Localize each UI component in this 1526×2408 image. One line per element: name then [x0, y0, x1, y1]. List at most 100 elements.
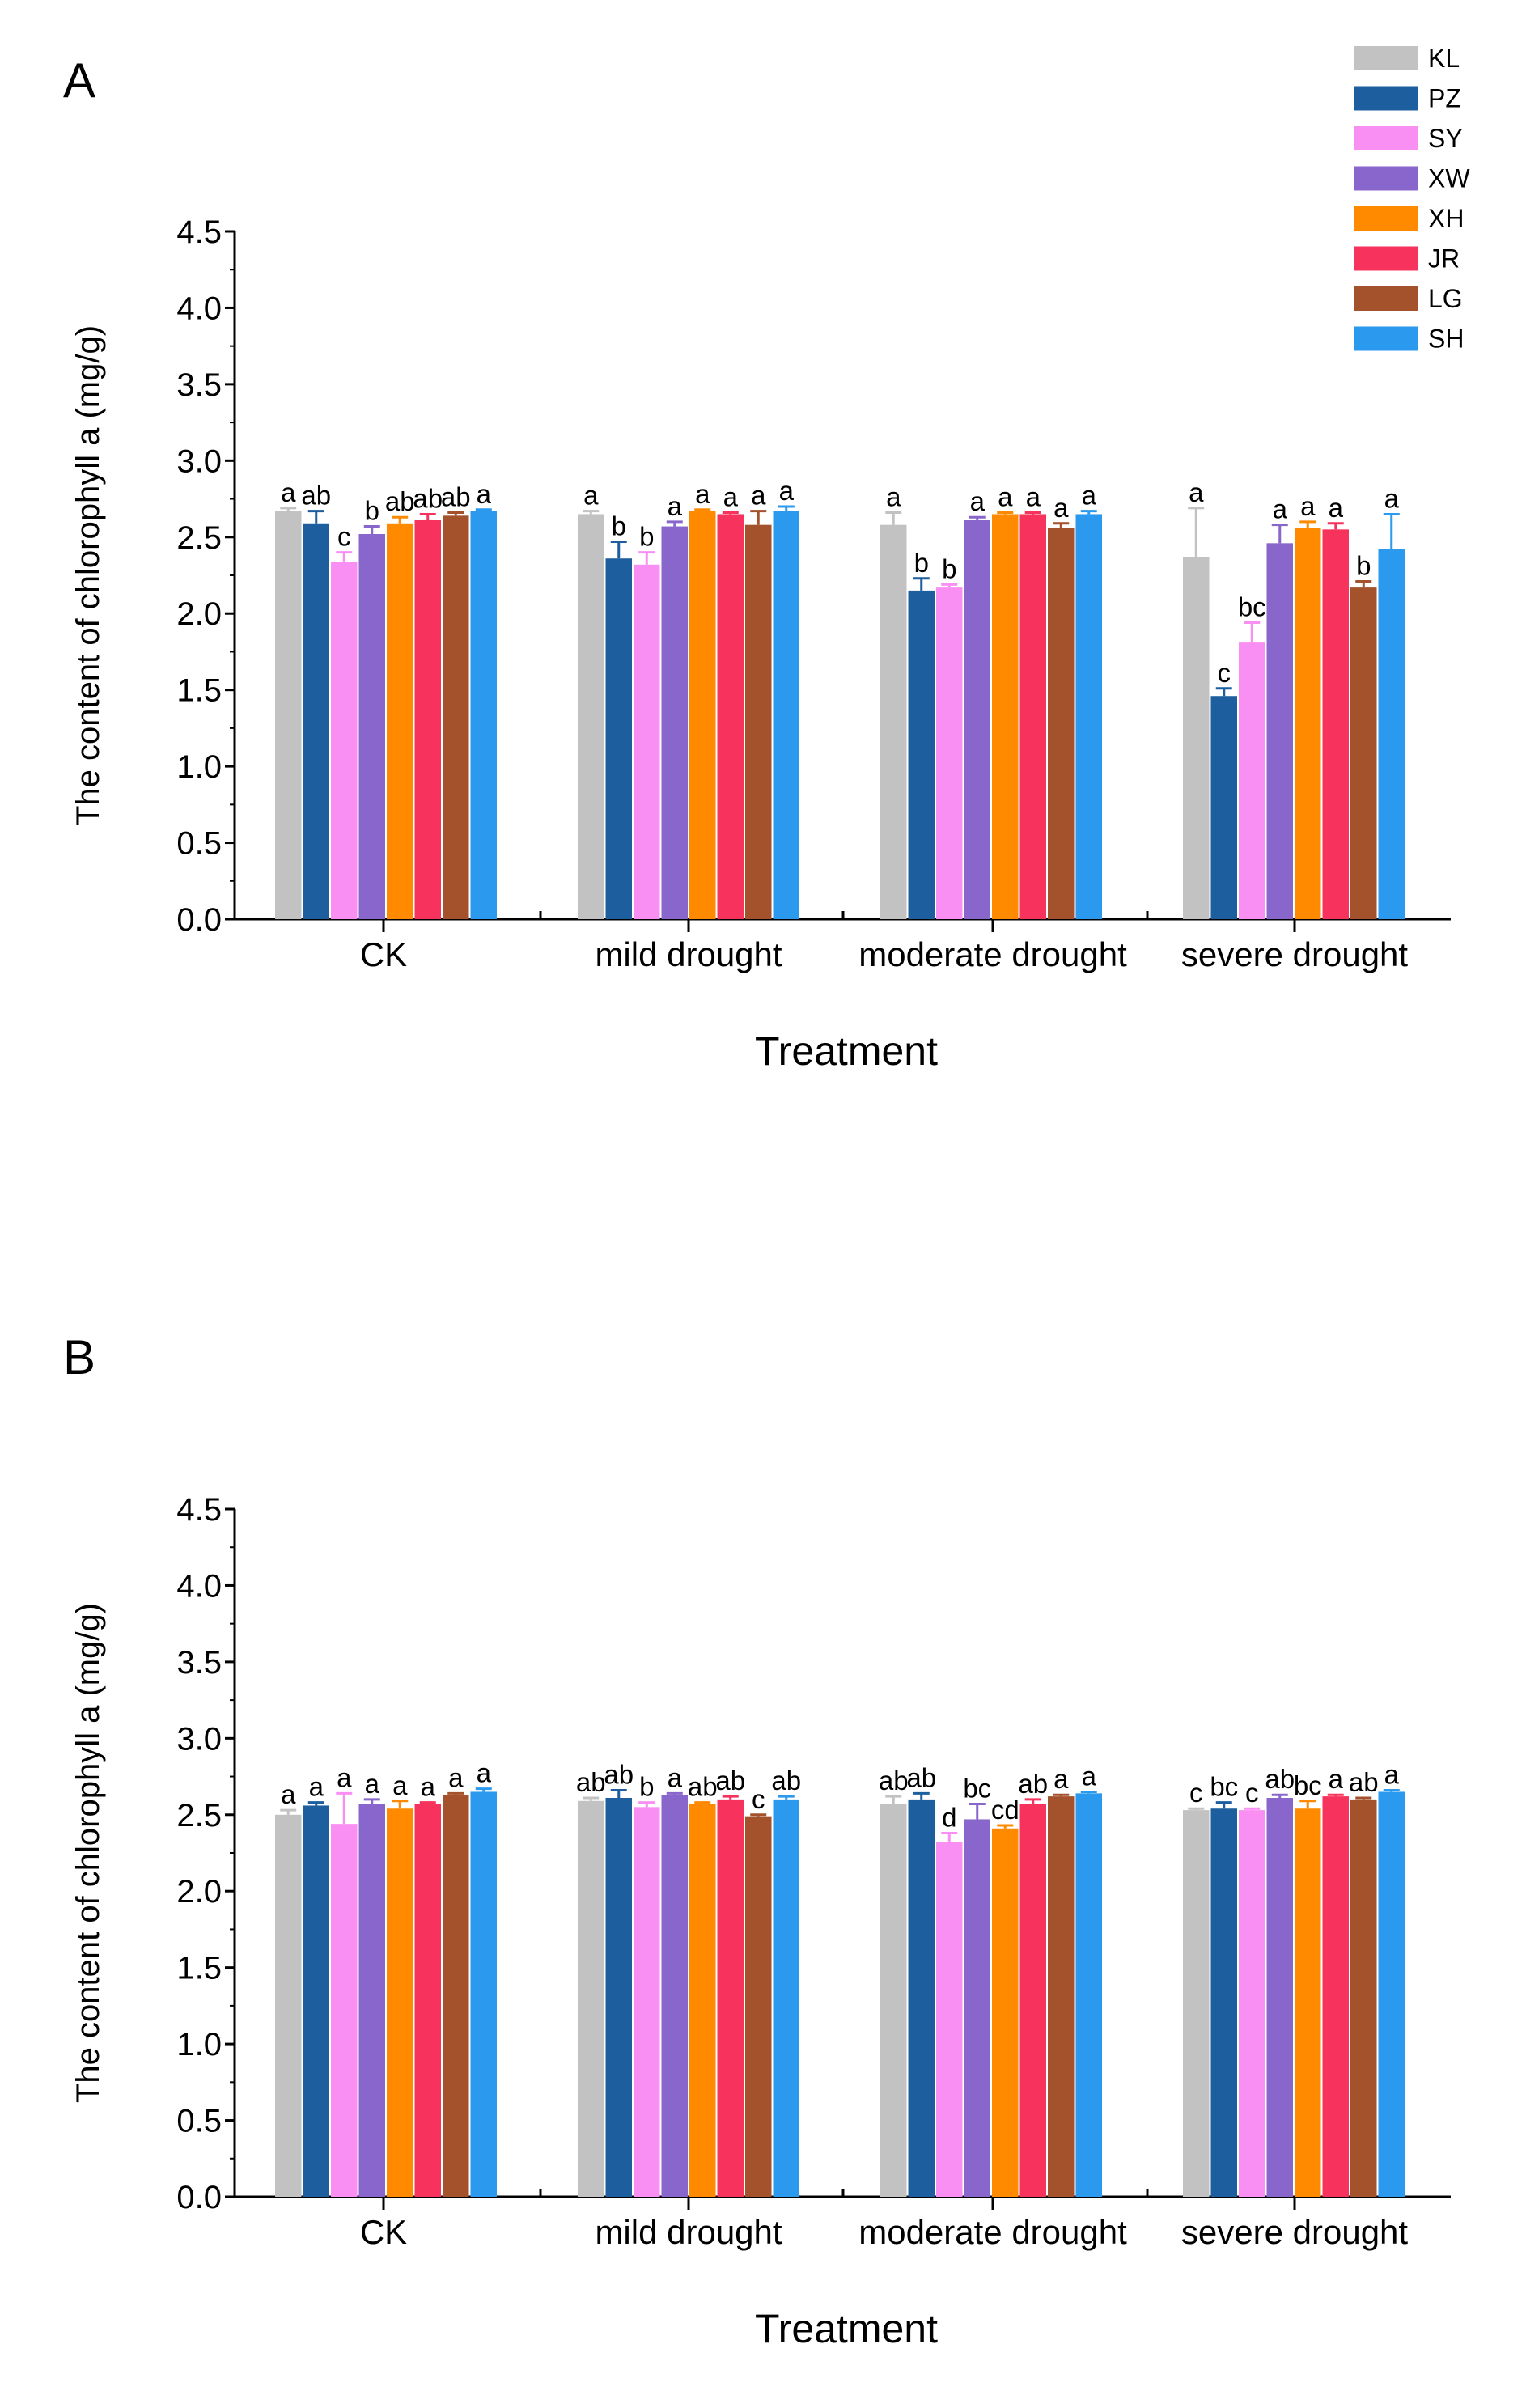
bar-sy-0: [331, 1824, 358, 2197]
bar-pz-1: [605, 1798, 632, 2197]
significance-label: a: [337, 1762, 352, 1792]
y-tick-label: 1.5: [176, 1951, 222, 1986]
significance-label: b: [639, 1772, 654, 1802]
bar-sy-2: [936, 1842, 963, 2197]
bar-xw-2: [964, 1819, 990, 2197]
bar-jr-2: [1019, 514, 1046, 919]
significance-label: a: [1082, 481, 1097, 511]
bar-sy-3: [1239, 1810, 1265, 2197]
bar-sh-1: [773, 1799, 799, 2197]
bar-lg-0: [443, 515, 469, 919]
y-tick-label: 2.0: [176, 596, 222, 632]
significance-label: b: [1356, 551, 1371, 581]
significance-label: a: [392, 1770, 408, 1800]
category-label: severe drought: [1181, 935, 1409, 973]
y-tick-label: 0.0: [176, 902, 222, 938]
legend-label-sh: SH: [1428, 324, 1464, 354]
bar-pz-3: [1210, 696, 1237, 919]
legend-swatch-xw: [1354, 166, 1418, 191]
significance-label: ab: [906, 1762, 936, 1792]
y-tick-label: 3.0: [176, 1721, 222, 1757]
legend-label-sy: SY: [1428, 124, 1463, 153]
bar-xw-0: [358, 1804, 385, 2197]
significance-label: b: [365, 496, 379, 526]
bar-xh-1: [689, 511, 716, 919]
significance-label: ab: [1349, 1767, 1379, 1797]
legend: KL PZ SY XW XH JR LG SH: [1354, 44, 1470, 354]
category-label: moderate drought: [858, 935, 1127, 973]
significance-label: a: [448, 1762, 464, 1792]
bar-sh-3: [1378, 549, 1405, 919]
y-tick-label: 4.0: [176, 290, 222, 326]
bar-kl-1: [578, 514, 604, 919]
significance-label: b: [914, 548, 929, 578]
significance-label: a: [583, 481, 599, 511]
bar-sh-0: [470, 1791, 497, 2197]
bar-lg-2: [1048, 528, 1075, 919]
significance-label: a: [281, 1779, 296, 1809]
bar-pz-1: [605, 558, 632, 919]
y-tick-label: 4.5: [176, 214, 222, 250]
bar-xw-2: [964, 520, 990, 919]
legend-label-xw: XW: [1428, 164, 1470, 193]
significance-label: a: [281, 477, 296, 507]
y-tick-label: 2.5: [176, 1798, 222, 1834]
bar-lg-2: [1048, 1796, 1075, 2197]
legend-swatch-sh: [1354, 326, 1418, 351]
significance-label: a: [723, 482, 739, 512]
significance-label: a: [668, 1762, 683, 1792]
legend-swatch-xh: [1354, 206, 1418, 231]
significance-label: a: [998, 482, 1013, 512]
significance-label: a: [421, 1772, 436, 1802]
x-axis-title: Treatment: [755, 1028, 938, 1074]
y-tick-label: 2.5: [176, 520, 222, 556]
significance-label: b: [612, 511, 626, 541]
y-tick-label: 1.0: [176, 749, 222, 785]
significance-label: ab: [385, 486, 415, 516]
significance-label: a: [309, 1772, 324, 1802]
significance-label: bc: [963, 1774, 991, 1804]
y-tick-label: 4.0: [176, 1568, 222, 1604]
y-tick-label: 4.5: [176, 1492, 222, 1528]
bar-sh-0: [470, 511, 497, 919]
category-label: mild drought: [595, 2213, 782, 2251]
bar-xw-3: [1266, 543, 1293, 919]
significance-label: ab: [715, 1766, 745, 1795]
bar-jr-3: [1322, 529, 1349, 919]
significance-label: c: [1245, 1778, 1259, 1808]
significance-label: b: [639, 522, 654, 552]
legend-swatch-kl: [1354, 46, 1418, 70]
y-tick-label: 3.0: [176, 443, 222, 479]
bar-kl-1: [578, 1800, 604, 2197]
bar-xh-3: [1295, 1808, 1321, 2197]
significance-label: a: [779, 476, 795, 506]
category-label: mild drought: [595, 935, 782, 973]
bar-sh-2: [1075, 514, 1102, 919]
bar-jr-0: [414, 1804, 441, 2197]
bar-kl-0: [275, 1814, 302, 2197]
bar-kl-2: [880, 1804, 907, 2197]
y-tick-label: 0.0: [176, 2180, 222, 2215]
legend-label-xh: XH: [1428, 204, 1464, 233]
bar-jr-0: [414, 520, 441, 919]
bar-sh-1: [773, 511, 799, 919]
significance-label: ab: [1265, 1764, 1295, 1794]
significance-label: a: [1329, 493, 1344, 523]
significance-label: ab: [879, 1766, 909, 1795]
bar-pz-0: [303, 523, 329, 919]
legend-label-jr: JR: [1428, 244, 1460, 273]
significance-label: a: [695, 479, 710, 509]
significance-label: d: [942, 1802, 956, 1832]
bar-jr-1: [717, 514, 744, 919]
significance-label: a: [1053, 1764, 1069, 1794]
bar-sh-3: [1378, 1791, 1405, 2197]
bar-lg-0: [443, 1795, 469, 2197]
significance-label: a: [477, 1758, 492, 1788]
bar-sy-0: [331, 562, 358, 919]
significance-label: bc: [1210, 1772, 1238, 1802]
bar-lg-1: [745, 1816, 772, 2197]
bar-xh-0: [387, 523, 413, 919]
significance-label: cd: [991, 1795, 1019, 1825]
chart-panel-a: 0.0 0.5 1.0 1.5 2.0 2.5 3.0 3.5 4.0 4.5 The conten…: [70, 214, 1451, 1074]
